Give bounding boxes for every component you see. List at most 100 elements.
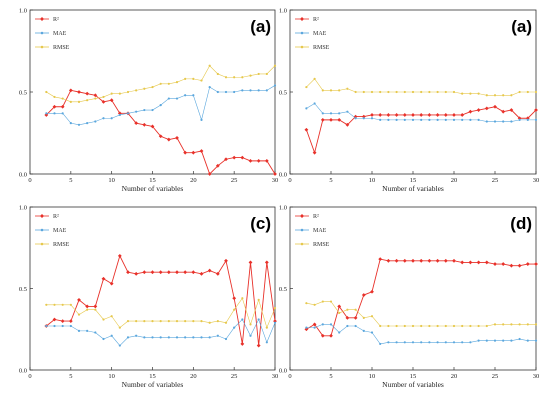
data-point [476,108,481,112]
y-tick-label: 1.0 [19,204,27,211]
legend-marker [40,31,44,35]
data-point [257,72,260,76]
data-point [534,323,538,326]
data-point [167,320,170,323]
data-point [117,254,122,258]
data-point [346,87,349,90]
chart-panel-3: 0 5 10 15 20 25 30 0.0 0.5 1.0 Number of variables… [19,204,278,389]
data-point [346,110,349,113]
data-point [68,319,73,323]
data-point [477,92,480,95]
data-point [461,341,464,344]
data-point [183,270,188,275]
data-point [93,93,98,98]
y-tick-label: 1.0 [19,7,27,14]
x-tick-label: 30 [272,177,279,184]
data-point [370,289,374,294]
data-point [167,336,170,339]
legend-label: MAE [313,228,327,234]
data-point [329,117,333,122]
data-point [265,341,268,344]
data-point [68,88,73,93]
data-point [69,122,72,125]
data-point [469,92,472,95]
data-point [45,112,48,115]
data-point [428,324,431,328]
data-point [320,333,325,338]
data-point [518,90,521,94]
data-point [321,89,324,92]
x-tick-label: 10 [108,177,115,184]
data-point [379,118,382,121]
x-tick-label: 15 [149,177,156,184]
data-point [312,322,317,327]
data-point [329,89,333,92]
data-point [118,344,121,347]
data-point [77,123,81,126]
data-point [249,74,252,77]
data-point [167,82,170,85]
data-point [216,90,219,94]
data-point [175,136,179,140]
legend-label: R² [313,17,319,23]
y-tick-label: 0.0 [279,171,287,178]
data-point [248,158,253,163]
data-point [435,258,440,263]
y-tick-label: 0.0 [19,171,27,178]
data-point [420,341,423,344]
data-point [313,303,316,306]
data-point [452,90,456,94]
data-point [151,336,154,339]
data-point [509,263,514,268]
data-point [216,320,219,323]
data-point [304,127,309,132]
x-tick-label: 0 [288,373,291,380]
x-tick-label: 30 [533,177,540,184]
data-point [199,271,204,276]
data-point [273,321,277,324]
data-point [419,258,424,263]
data-point [192,77,195,80]
x-tick-label: 10 [369,373,376,380]
data-point [525,262,530,266]
data-point [468,109,473,114]
data-point [159,82,162,85]
data-point [265,326,268,329]
data-point [110,334,113,337]
data-point [484,106,489,111]
data-point [510,339,513,342]
data-point [191,150,196,155]
data-point [337,304,342,309]
y-tick-label: 1.0 [279,204,287,211]
data-point [94,331,97,334]
series-line-1 [306,324,536,345]
data-point [370,117,374,120]
data-point [85,304,90,309]
data-point [411,324,415,328]
data-point [395,341,398,344]
data-point [534,262,538,266]
data-point [526,118,529,121]
data-point [192,94,195,97]
data-point [379,90,382,94]
data-point [345,315,350,320]
data-point [208,85,211,89]
legend-marker [300,17,304,21]
series-line-0 [46,89,276,175]
panel-label: (c) [250,214,271,233]
x-tick-label: 0 [288,177,291,184]
data-point [53,303,56,306]
y-tick-label: 0.5 [279,89,287,96]
data-point [143,87,146,90]
data-point [224,157,228,162]
data-point [53,112,56,115]
x-tick-label: 20 [451,373,458,380]
data-point [184,77,187,80]
data-point [403,118,406,121]
data-point [329,333,333,338]
x-axis-title: Number of variables [382,184,444,193]
x-tick-label: 25 [492,373,499,380]
data-point [444,324,447,328]
data-point [534,118,538,121]
data-point [150,124,155,129]
